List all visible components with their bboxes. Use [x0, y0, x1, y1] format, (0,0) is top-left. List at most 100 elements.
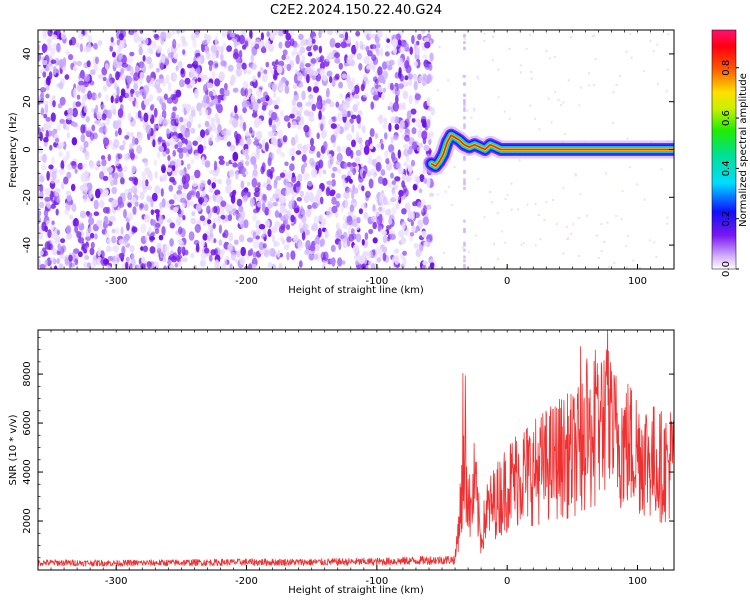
spectrogram-cell — [262, 228, 267, 238]
snr-y-tick-label: 2000 — [22, 508, 33, 533]
spectrogram-cell — [288, 200, 295, 210]
spectrogram-speckle — [661, 267, 664, 269]
spectrogram-cell — [287, 121, 291, 129]
spectrogram-speckle — [553, 91, 556, 94]
spectrogram-speckle — [562, 187, 565, 190]
spectrogram-cell — [332, 166, 338, 172]
spectrogram-cell — [191, 186, 196, 196]
spectrogram-cell — [264, 142, 269, 152]
spectrogram-streak — [463, 106, 466, 110]
spectrogram-cell — [369, 128, 375, 137]
spectrogram-cell — [318, 167, 323, 177]
snr-series — [38, 330, 674, 567]
spectrogram-cell — [114, 97, 119, 104]
spectrogram-cell — [399, 46, 406, 54]
spectrogram-cell — [129, 245, 135, 253]
spectrogram-cell — [355, 131, 360, 140]
spectrogram-cell — [184, 173, 191, 183]
spectrogram-cell — [362, 170, 366, 179]
spectrogram-cell — [101, 113, 107, 121]
spectrogram-cell — [86, 227, 90, 238]
spectrogram-cell — [169, 263, 175, 269]
spectrogram-cell — [414, 93, 421, 101]
spectrogram-cell — [68, 259, 73, 269]
spectrogram-cell — [116, 256, 120, 263]
spectrogram-cell — [323, 74, 327, 82]
spectrogram-cell — [410, 220, 414, 227]
spectrogram-cell — [117, 153, 123, 160]
spectrogram-speckle — [483, 32, 486, 35]
spectrogram-cell — [160, 31, 167, 41]
spectrogram-cell — [296, 180, 301, 188]
spectrogram-cell — [274, 221, 281, 228]
spectrogram-cell — [217, 215, 221, 223]
spectrogram-cell — [368, 178, 374, 189]
spectrogram-cell — [65, 50, 70, 56]
spectrogram-cell — [399, 167, 405, 175]
spectrogram-speckle — [621, 190, 624, 193]
spectrogram-speckle — [503, 110, 506, 113]
spectrogram-cell — [45, 77, 51, 86]
snr-x-tick-label: 0 — [504, 576, 510, 587]
spectrogram-cell — [384, 209, 390, 216]
spectrogram-cell — [200, 129, 206, 139]
spectrogram-cell — [268, 208, 272, 218]
spectrogram-cell — [148, 226, 152, 235]
spectrogram-cell — [335, 160, 341, 165]
spectrogram-cell — [165, 119, 171, 125]
spectrogram-cell — [116, 86, 120, 96]
spectrogram-cell — [305, 62, 311, 68]
spectrogram-speckle — [555, 223, 558, 226]
spectrogram-cell — [369, 33, 375, 39]
spectrogram-cell — [142, 84, 150, 95]
spectrogram-cell — [138, 43, 143, 48]
spectrogram-cell — [129, 143, 133, 151]
spectrogram-cell — [49, 47, 56, 56]
spectrogram-cell — [249, 30, 253, 40]
spectrogram-cell — [96, 159, 101, 166]
spectrogram-cell — [382, 234, 388, 244]
spectrogram-cell — [207, 219, 212, 225]
spectrogram-cell — [73, 87, 77, 98]
spectrogram-cell — [195, 203, 202, 212]
spectrogram-speckle — [550, 121, 553, 124]
spectrogram-speckle — [606, 221, 609, 224]
spectrogram-cell — [411, 225, 416, 233]
spectrogram-cell — [181, 257, 188, 263]
spectrogram-cell — [215, 50, 220, 59]
spectrogram-cell — [214, 189, 221, 196]
spectrogram-cell — [401, 223, 406, 231]
spectrogram-cell — [169, 254, 175, 261]
spectrogram-cell — [163, 93, 168, 100]
spectrogram-cell — [319, 239, 324, 248]
spectrogram-cell — [180, 209, 185, 214]
spectrogram-speckle — [652, 50, 655, 52]
spectrogram-cell — [78, 80, 85, 86]
spectrogram-cell — [337, 168, 342, 174]
spectrogram-cell — [184, 128, 190, 138]
spectrogram-cell — [343, 162, 348, 170]
spectrogram-cell — [156, 67, 160, 73]
snr-x-tick-label: -100 — [366, 576, 389, 587]
spectrogram-cell — [39, 175, 45, 183]
spectrogram-cell — [283, 115, 290, 122]
colorbar-tick-label: 0.6 — [721, 110, 732, 126]
spectrogram-speckle — [615, 84, 618, 86]
spectrogram-cell — [260, 32, 264, 41]
spectrogram-cell — [56, 60, 63, 66]
spectrogram-cell — [149, 246, 156, 254]
spectrogram-cell — [83, 140, 89, 148]
spectrogram-cell — [111, 228, 116, 234]
spectrogram-cell — [105, 94, 110, 102]
spectrogram-cell — [331, 196, 337, 205]
snr-x-tick-label: -300 — [105, 576, 128, 587]
spectrogram-cell — [66, 195, 72, 202]
spectrogram-x-tick-label: -100 — [366, 276, 389, 287]
spectrogram-cell — [426, 78, 430, 85]
spectrogram-speckle — [569, 36, 572, 39]
spectrogram-cell — [44, 241, 51, 250]
spectrogram-cell — [266, 30, 270, 38]
spectrogram-cell — [126, 221, 130, 231]
spectrogram-cell — [423, 205, 427, 215]
spectrogram-cell — [243, 219, 249, 229]
